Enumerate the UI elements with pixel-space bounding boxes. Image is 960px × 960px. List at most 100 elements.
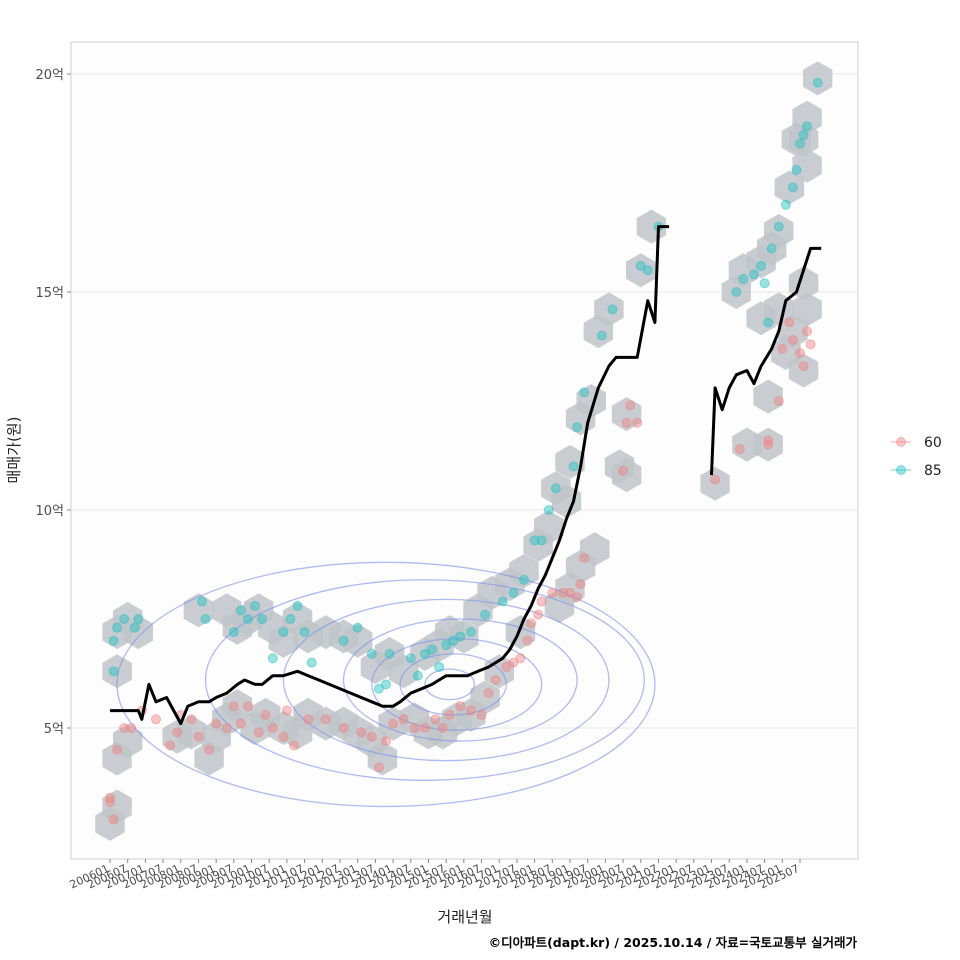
hexbin-cell (580, 532, 610, 567)
point-60 (260, 709, 271, 720)
density-contour (399, 653, 507, 716)
scatter-points (105, 77, 823, 825)
point-60 (303, 714, 314, 725)
point-85 (434, 661, 445, 672)
caption: ©디아파트(dapt.kr) / 2025.10.14 / 자료=국토교통부 실… (489, 935, 858, 950)
point-85 (129, 622, 140, 633)
point-60 (228, 701, 239, 712)
point-60 (193, 731, 204, 742)
point-85 (405, 653, 416, 664)
point-60 (490, 675, 501, 686)
point-85 (787, 182, 798, 193)
point-60 (805, 339, 816, 350)
point-60 (763, 435, 774, 446)
legend-label-85: 85 (924, 463, 942, 479)
point-85 (108, 635, 119, 646)
point-60 (278, 731, 289, 742)
point-60 (795, 348, 805, 359)
hexbin-cell (113, 724, 143, 759)
point-60 (565, 587, 575, 598)
y-tick-label: 10억 (35, 504, 64, 519)
point-85 (133, 614, 144, 624)
hexbin-cell (183, 593, 214, 628)
legend: 60 85 (891, 435, 942, 479)
hexbin-cell (611, 397, 642, 432)
point-85 (267, 653, 278, 664)
point-60 (547, 587, 558, 598)
hexbin-cell (509, 554, 539, 588)
point-60 (211, 718, 222, 729)
point-60 (112, 744, 123, 755)
point-85 (243, 614, 253, 624)
point-60 (126, 723, 137, 733)
density-contour (204, 579, 645, 781)
trend-line-segment-1 (110, 225, 670, 726)
hexbin-cell (611, 458, 642, 493)
point-85 (419, 648, 430, 659)
point-85 (791, 164, 802, 175)
point-60 (356, 727, 367, 738)
hexbin-cell (222, 689, 253, 724)
point-85 (412, 670, 423, 681)
point-85 (812, 77, 823, 88)
density-contour (424, 668, 476, 701)
x-axis-title: 거래년월 (437, 908, 492, 926)
hexbin-cell (792, 100, 822, 135)
point-85 (763, 317, 774, 328)
hexbin-cell (367, 741, 398, 776)
point-85 (773, 221, 784, 232)
point-60 (373, 762, 384, 773)
point-85 (200, 614, 211, 624)
point-85 (427, 644, 437, 655)
point-85 (250, 600, 261, 611)
point-60 (267, 723, 278, 733)
point-85 (480, 609, 491, 620)
point-85 (373, 683, 384, 694)
point-85 (519, 574, 529, 585)
point-60 (281, 705, 292, 716)
point-85 (756, 260, 767, 271)
point-60 (235, 718, 246, 729)
density-contour (282, 598, 610, 762)
point-60 (204, 744, 215, 755)
point-85 (448, 635, 459, 646)
point-60 (787, 334, 798, 345)
point-85 (306, 657, 317, 668)
point-60 (289, 740, 299, 751)
point-60 (734, 443, 745, 454)
point-60 (105, 792, 115, 803)
trend-line-segment-2 (710, 246, 822, 476)
point-85 (292, 600, 303, 611)
point-60 (151, 714, 161, 725)
point-85 (635, 260, 646, 271)
point-85 (352, 622, 363, 633)
point-85 (112, 622, 123, 633)
point-60 (172, 727, 183, 738)
point-85 (366, 648, 377, 659)
legend-key-85 (896, 465, 906, 475)
point-60 (802, 326, 813, 337)
point-60 (338, 723, 349, 733)
point-85 (257, 614, 268, 624)
hexbin-cell (576, 384, 606, 418)
point-85 (766, 243, 777, 254)
point-85 (759, 278, 770, 289)
point-85 (572, 422, 583, 433)
y-tick-label: 5억 (44, 722, 64, 737)
density-contours (116, 561, 656, 808)
point-60 (632, 417, 643, 428)
legend-key-60 (896, 437, 906, 447)
point-60 (618, 465, 629, 476)
point-60 (572, 592, 583, 603)
point-60 (533, 609, 544, 620)
point-85 (596, 330, 607, 341)
point-85 (550, 483, 561, 494)
point-85 (299, 627, 310, 638)
point-85 (455, 631, 466, 642)
point-60 (773, 396, 784, 406)
hexbin-cell (778, 314, 808, 349)
hexbin-cell (792, 292, 822, 327)
point-85 (802, 121, 813, 132)
point-60 (625, 400, 636, 411)
point-60 (381, 736, 391, 747)
